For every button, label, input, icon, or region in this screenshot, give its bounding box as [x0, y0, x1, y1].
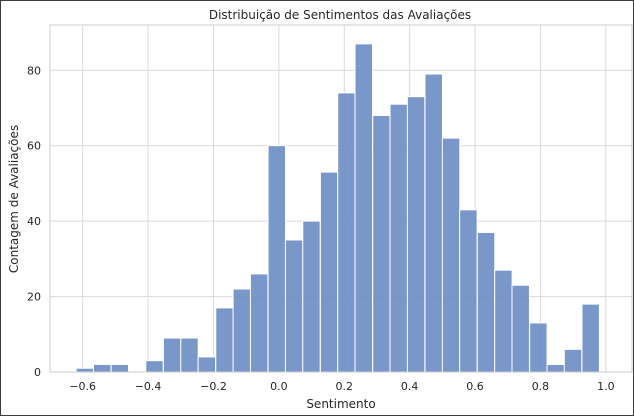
- histogram-bar: [476, 231, 496, 373]
- histogram-bar: [337, 92, 356, 373]
- x-tick-label: 1.0: [597, 380, 615, 393]
- x-tick-label: −0.2: [200, 380, 227, 393]
- histogram-bar: [581, 303, 600, 373]
- histogram-bar: [267, 145, 287, 373]
- histogram-bar: [215, 307, 234, 373]
- x-tick-label: 0.2: [336, 380, 354, 393]
- plot-area-border: [49, 24, 633, 373]
- histogram-bar: [494, 269, 513, 373]
- y-tick-label: 40: [27, 215, 41, 228]
- histogram-bar: [162, 337, 182, 373]
- histogram-bar: [284, 239, 304, 373]
- histogram-bar: [389, 103, 408, 373]
- histogram-bar: [75, 367, 95, 373]
- x-tick-label: 0.0: [270, 380, 288, 393]
- y-tick-label: 20: [27, 291, 41, 304]
- histogram-bar: [546, 363, 565, 373]
- x-axis-label: Sentimento: [306, 397, 375, 411]
- y-axis-label: Contagem de Avaliações: [7, 125, 21, 273]
- histogram-bar: [354, 43, 373, 373]
- y-tick-label: 60: [27, 140, 41, 153]
- histogram-bar: [511, 284, 530, 373]
- x-tick-label: 0.4: [401, 380, 419, 393]
- histogram-bar: [145, 360, 164, 373]
- histogram-bar: [563, 348, 583, 373]
- histogram-bar: [302, 220, 321, 373]
- histogram-bar: [180, 337, 199, 373]
- x-tick-label: −0.6: [69, 380, 96, 393]
- x-tick-label: −0.4: [135, 380, 162, 393]
- x-tick-label: 0.8: [532, 380, 550, 393]
- histogram-bar: [459, 209, 478, 373]
- bars-layer: [75, 43, 600, 373]
- histogram-bar: [110, 363, 130, 373]
- histogram-bar: [372, 115, 391, 373]
- y-tick-label: 80: [27, 64, 41, 77]
- histogram-bar: [424, 73, 443, 373]
- histogram-bar: [92, 363, 112, 373]
- x-tick-label: 0.6: [466, 380, 484, 393]
- histogram-bar: [319, 171, 339, 373]
- histogram-bar: [529, 322, 548, 373]
- ticks-layer: −0.6 −0.4 −0.2 0.0 0.2 0.4 0.6 0.8 1.0 0 20 40 60 80: [27, 64, 615, 393]
- histogram-bar: [197, 356, 217, 373]
- histogram-bar: [249, 273, 269, 373]
- y-tick-label: 0: [34, 366, 41, 379]
- histogram-bar: [406, 96, 426, 373]
- chart-title: Distribuição de Sentimentos das Avaliaçõ…: [209, 8, 471, 22]
- histogram-bar: [441, 137, 461, 373]
- histogram-bar: [232, 288, 252, 373]
